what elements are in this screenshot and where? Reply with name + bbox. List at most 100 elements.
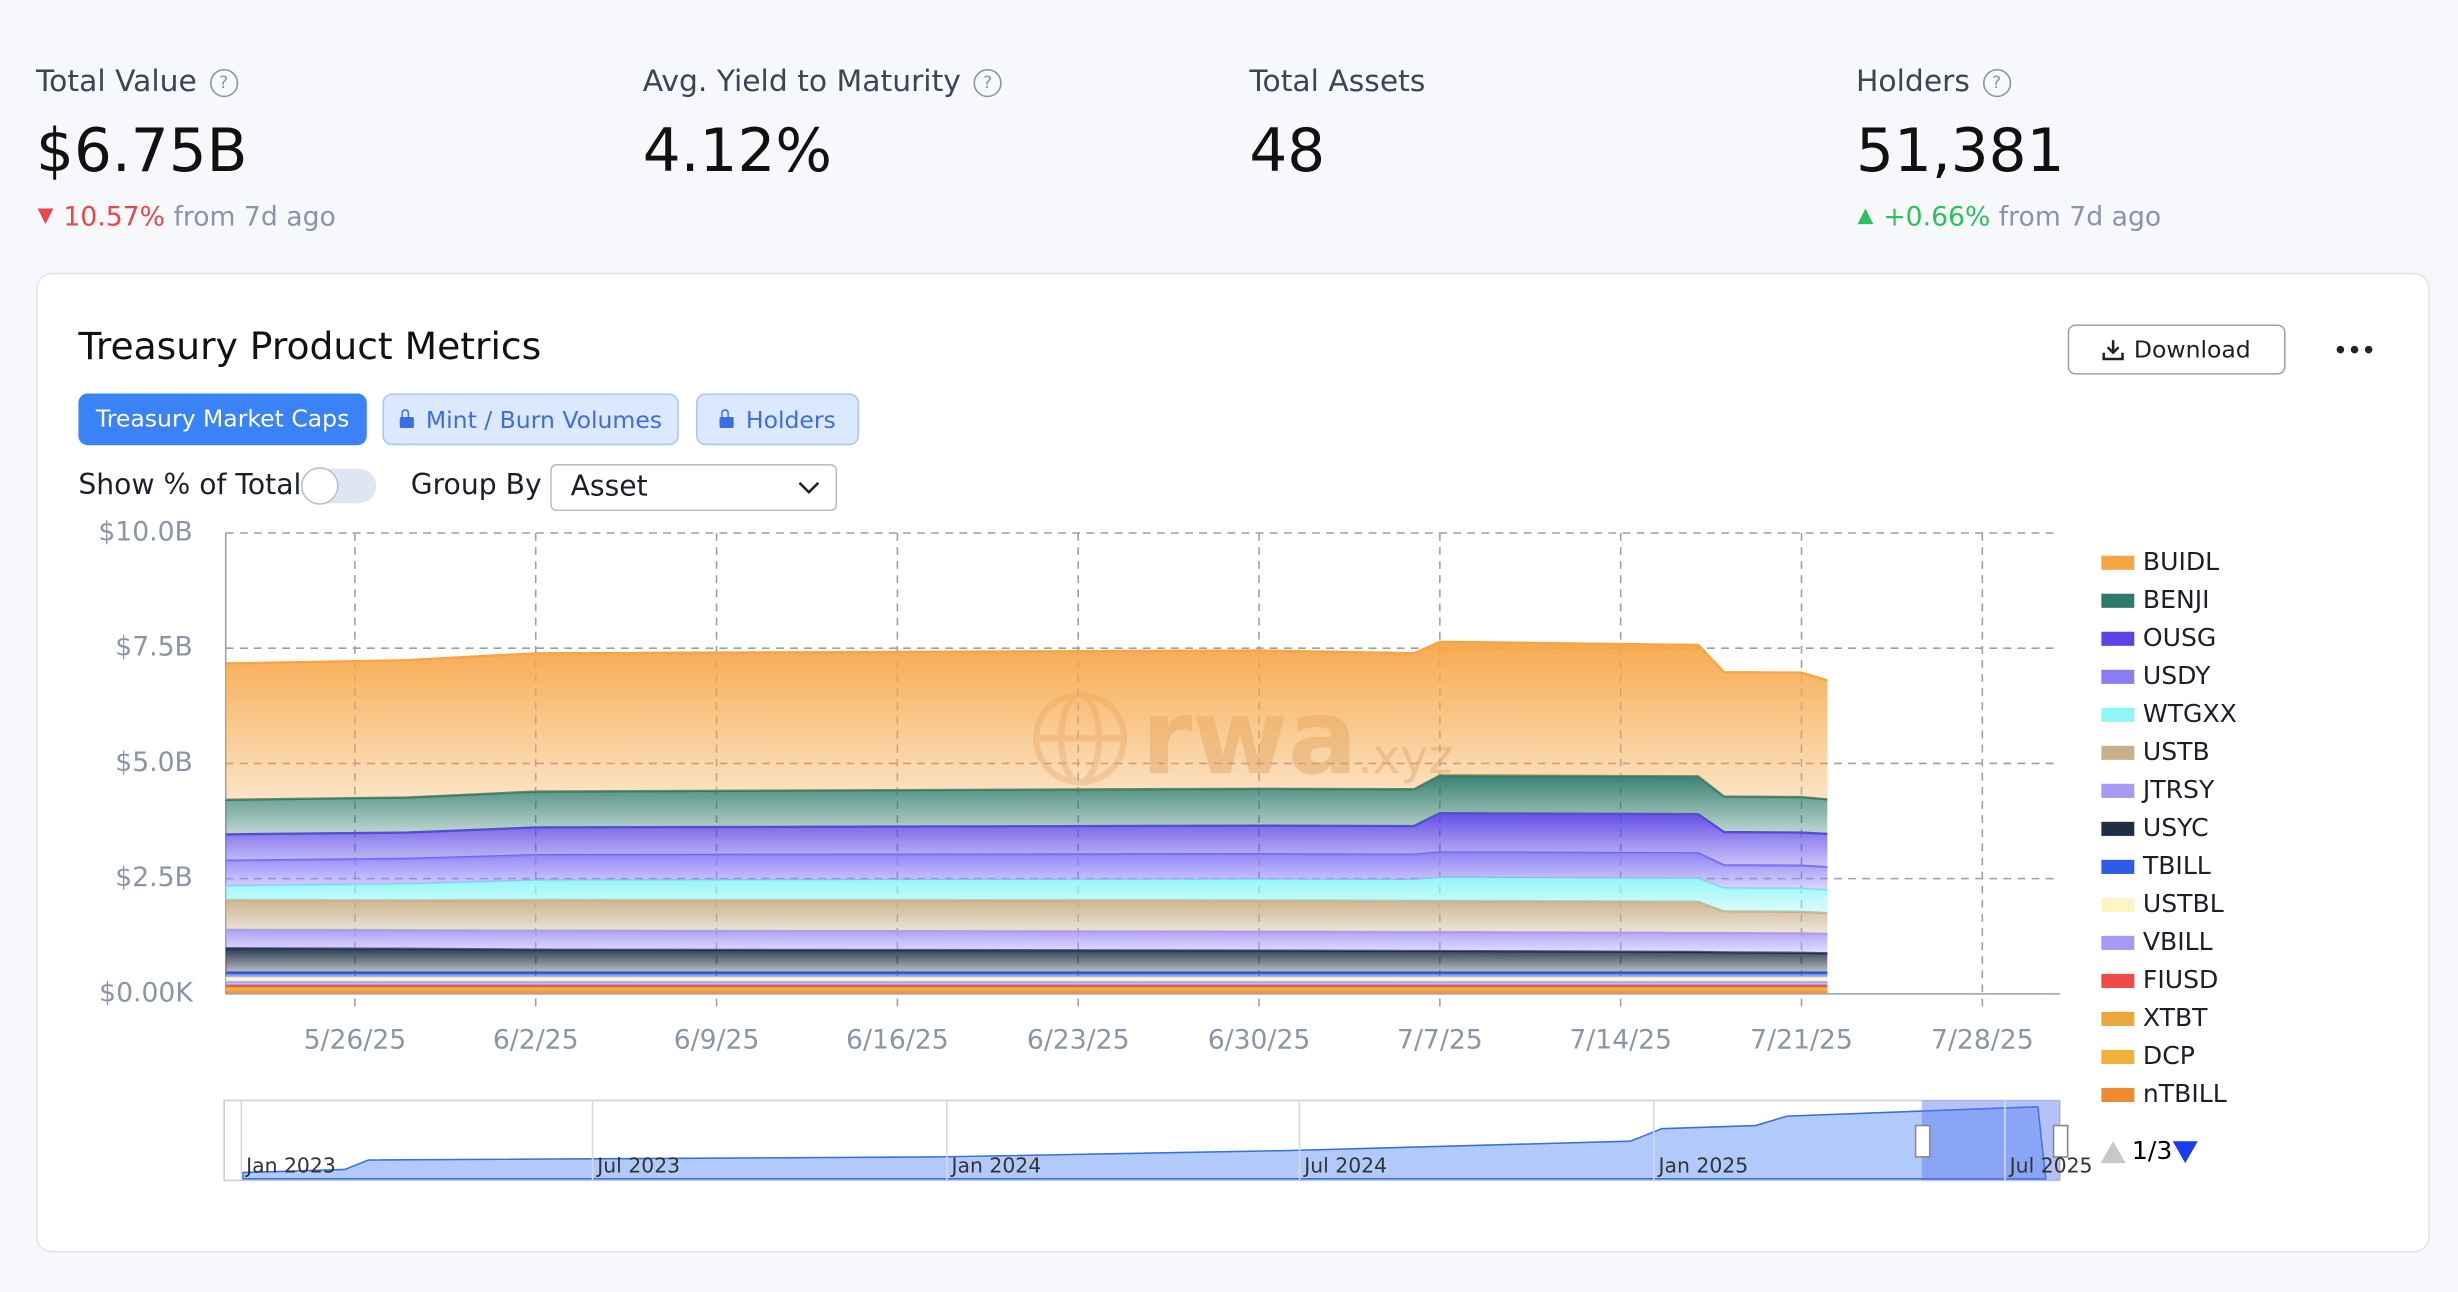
page-prev[interactable] — [2100, 1141, 2126, 1164]
area-band — [225, 852, 1828, 891]
legend-swatch — [2101, 973, 2135, 988]
page-indicator: 1/3 — [2132, 1136, 2172, 1165]
stat-change: 10.57% from 7d ago — [36, 202, 336, 234]
legend-label: BENJI — [2143, 585, 2210, 614]
navigator-handle[interactable] — [2052, 1124, 2069, 1158]
legend-swatch — [2101, 1011, 2135, 1026]
y-tick-label: $5.0B — [115, 747, 193, 778]
area-band — [225, 813, 1828, 868]
help-icon[interactable]: ? — [209, 68, 238, 98]
navigator-handle[interactable] — [1914, 1124, 1931, 1158]
tab-label: Mint / Burn Volumes — [425, 406, 663, 435]
area-band — [225, 899, 1828, 934]
stat-value: $6.75B — [36, 116, 248, 185]
navigator-window[interactable] — [1921, 1100, 2060, 1181]
area-band — [225, 775, 1828, 835]
stat-change: +0.66% from 7d ago — [1856, 202, 2162, 234]
legend-swatch — [2101, 935, 2135, 950]
navigator-label: Jan 2023 — [244, 1153, 336, 1177]
x-tick-label: 6/23/25 — [1027, 1024, 1130, 1055]
help-icon[interactable]: ? — [973, 68, 1002, 98]
area-edge — [225, 640, 1828, 682]
legend-label: USTB — [2143, 737, 2210, 766]
area-band — [225, 929, 1828, 954]
navigator-area — [242, 1105, 2047, 1180]
group-label: Group By — [410, 468, 542, 502]
legend-swatch — [2101, 1087, 2135, 1103]
stat-label-text: Avg. Yield to Maturity — [642, 64, 961, 99]
up-arrow — [1857, 208, 1874, 225]
stat-label-text: Holders — [1856, 64, 1970, 99]
y-tick-label: $7.5B — [115, 632, 193, 663]
change-note: from 7d ago — [173, 202, 336, 234]
x-tick-label: 6/2/25 — [493, 1024, 579, 1055]
legend-swatch — [2101, 707, 2135, 722]
x-tick-label: 7/21/25 — [1750, 1024, 1853, 1055]
legend-label: TBILL — [2142, 851, 2211, 880]
legend-label: JTRSY — [2141, 775, 2215, 804]
stat-value: 48 — [1249, 116, 1326, 185]
select-value: Asset — [570, 470, 648, 504]
legend-swatch — [2101, 897, 2135, 912]
legend-label: DCP — [2143, 1041, 2195, 1070]
navigator-label: Jul 2023 — [595, 1153, 680, 1177]
legend-swatch — [2101, 783, 2135, 798]
legend-swatch — [2101, 669, 2135, 684]
toggle[interactable] — [300, 467, 377, 505]
area-band — [225, 877, 1828, 914]
legend-label: USYC — [2143, 813, 2209, 842]
download-button[interactable]: Download — [2067, 324, 2286, 375]
toggle-label: Show % of Total — [78, 468, 302, 502]
x-tick-label: 6/16/25 — [846, 1024, 949, 1055]
group-select[interactable]: Asset — [550, 464, 838, 512]
change-value: +0.66% — [1883, 202, 1991, 234]
lock-icon — [399, 409, 414, 428]
navigator-label: Jul 2024 — [1302, 1153, 1387, 1177]
tab-locked[interactable]: Mint / Burn Volumes — [382, 393, 679, 446]
card-title: Treasury Product Metrics — [78, 324, 542, 369]
legend-swatch — [2101, 555, 2135, 570]
legend-label: XTBT — [2143, 1003, 2208, 1032]
legend-swatch — [2101, 1049, 2135, 1065]
x-tick-label: 5/26/25 — [304, 1024, 407, 1055]
stat-label: Total Value? — [36, 64, 238, 99]
x-tick-label: 7/7/25 — [1397, 1024, 1483, 1055]
stat-label: Avg. Yield to Maturity? — [642, 64, 1002, 99]
y-tick-label: $10.0B — [98, 516, 192, 547]
x-tick-label: 7/14/25 — [1569, 1024, 1672, 1055]
legend-swatch — [2101, 859, 2135, 874]
legend-label: FIUSD — [2143, 965, 2218, 994]
legend-swatch — [2101, 593, 2135, 608]
page-next[interactable] — [2172, 1141, 2198, 1164]
lock-icon — [719, 409, 734, 428]
download-label: Download — [2133, 335, 2251, 364]
tab-label: Holders — [745, 406, 836, 435]
x-tick-label: 6/30/25 — [1208, 1024, 1311, 1055]
x-tick-label: 6/9/25 — [674, 1024, 760, 1055]
more-menu[interactable] — [2336, 342, 2374, 358]
legend-label: WTGXX — [2143, 699, 2237, 728]
help-icon[interactable]: ? — [1982, 68, 2011, 98]
stat-label-text: Total Value — [36, 64, 197, 99]
download-icon — [2102, 340, 2125, 361]
navigator-label: Jul 2025 — [2008, 1153, 2093, 1177]
legend-label: USTBL — [2143, 889, 2224, 918]
areas — [225, 640, 1828, 994]
legend-label: OUSG — [2143, 623, 2216, 652]
legend-label: USDY — [2143, 661, 2211, 690]
navigator-label: Jan 2024 — [950, 1153, 1042, 1177]
legend-label: BUIDL — [2143, 547, 2219, 576]
stat-value: 51,381 — [1856, 116, 2065, 185]
tab-active[interactable]: Treasury Market Caps — [78, 393, 367, 446]
legend-swatch — [2101, 745, 2135, 760]
area-band — [225, 641, 1828, 800]
tab-locked[interactable]: Holders — [696, 393, 860, 446]
stat-value: 4.12% — [642, 116, 832, 185]
legend-label: nTBILL — [2143, 1079, 2227, 1108]
y-tick-label: $2.5B — [115, 862, 193, 893]
change-note: from 7d ago — [1998, 202, 2162, 234]
legend-swatch — [2101, 821, 2135, 836]
